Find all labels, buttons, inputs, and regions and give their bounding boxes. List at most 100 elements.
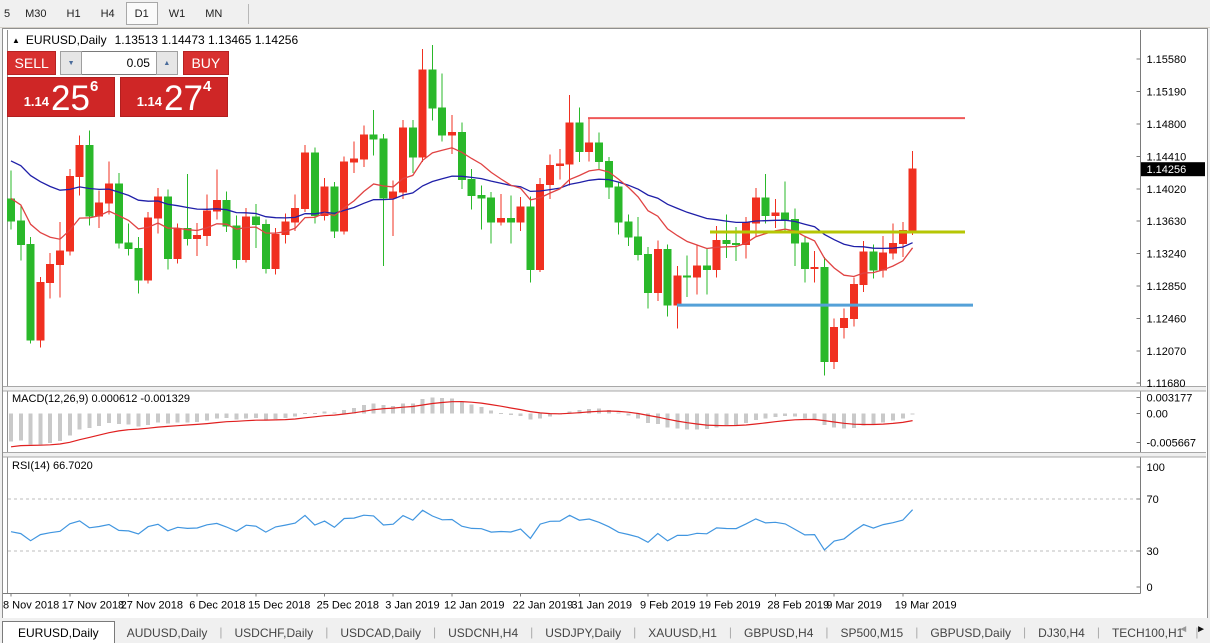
macd-indicator-label: MACD(12,26,9) 0.000612 -0.001329 — [12, 393, 190, 405]
timeframe-button-H4[interactable]: H4 — [100, 7, 115, 20]
sell-price-point: 6 — [89, 78, 99, 95]
buy-price-tile[interactable]: 1.14 27 4 — [120, 77, 228, 117]
svg-text:9 Mar 2019: 9 Mar 2019 — [826, 600, 882, 612]
svg-text:1.14410: 1.14410 — [1147, 151, 1187, 163]
macd-signal — [10, 400, 913, 448]
sell-price-prefix: 1.14 — [23, 94, 50, 109]
panel-splitters — [3, 386, 1206, 458]
svg-text:12 Jan 2019: 12 Jan 2019 — [444, 600, 505, 612]
svg-text:28 Feb 2019: 28 Feb 2019 — [767, 600, 829, 612]
svg-text:17 Nov 2018: 17 Nov 2018 — [62, 600, 124, 612]
svg-text:15 Dec 2018: 15 Dec 2018 — [248, 600, 310, 612]
svg-text:22 Jan 2019: 22 Jan 2019 — [513, 600, 574, 612]
moving-average — [10, 147, 914, 278]
tab-separator: | — [915, 625, 919, 639]
svg-text:8 Nov 2018: 8 Nov 2018 — [3, 600, 59, 612]
rsi-indicator-label: RSI(14) 66.7020 — [12, 460, 93, 472]
timeframe-toolbar: 5 M30 H1 H4 D1 W1 MN — [0, 0, 1210, 28]
timeframe-button-5[interactable]: 5 — [4, 7, 11, 20]
svg-text:1.13240: 1.13240 — [1147, 249, 1187, 261]
svg-text:30: 30 — [1147, 546, 1159, 558]
svg-text:-0.005667: -0.005667 — [1147, 437, 1197, 449]
svg-text:0.003177: 0.003177 — [1147, 392, 1193, 404]
chart-tab-DJ30-H4[interactable]: DJ30,H4 — [1038, 626, 1085, 640]
trade-panel-controls: SELL ▼ ▲ BUY — [7, 51, 230, 75]
tab-separator: | — [825, 625, 829, 639]
macd-signal-line — [10, 400, 913, 448]
tab-separator: | — [530, 625, 534, 639]
chart-tab-bar: EURUSD,Daily AUDUSD,Daily | USDCHF,Daily | US… — [0, 618, 1210, 643]
chart-tab-SP500-M15[interactable]: SP500,M15 — [840, 626, 904, 640]
macd-axis: 0.003177 0.00 -0.005667 — [1136, 392, 1197, 449]
chart-tab-USDCNH-H4[interactable]: USDCNH,H4 — [448, 626, 519, 640]
tab-scroll-arrows: ◄ ► — [1178, 624, 1206, 635]
trade-panel-prices: 1.14 25 6 1.14 27 4 — [7, 77, 229, 117]
svg-text:1.12070: 1.12070 — [1147, 346, 1187, 358]
rsi-series — [10, 509, 914, 551]
tab-separator: | — [433, 625, 437, 639]
volume-decrease-button[interactable]: ▼ — [60, 51, 82, 75]
tab-scroll-right-icon[interactable]: ► — [1196, 624, 1206, 635]
tab-separator: | — [325, 625, 329, 639]
buy-price-prefix: 1.14 — [136, 94, 163, 109]
chart-header: ▲ EURUSD,Daily 1.13513 1.14473 1.13465 1… — [12, 33, 298, 47]
timeframe-button-MN[interactable]: MN — [205, 7, 223, 20]
rsi-line — [10, 509, 914, 551]
timeframe-button-M30[interactable]: M30 — [25, 7, 47, 20]
svg-text:1.15580: 1.15580 — [1147, 54, 1187, 66]
moving-average — [10, 160, 913, 250]
chart-ohlc-values: 1.13513 1.14473 1.13465 1.14256 — [114, 33, 299, 47]
collapse-arrow-icon[interactable]: ▲ — [12, 35, 20, 45]
toolbar-separator — [248, 3, 250, 24]
chart-window — [2, 28, 1208, 619]
chart-tab-USDCAD-Daily[interactable]: USDCAD,Daily — [340, 626, 421, 640]
svg-text:25 Dec 2018: 25 Dec 2018 — [317, 600, 379, 612]
sell-price-tile[interactable]: 1.14 25 6 — [7, 77, 115, 117]
buy-price-point: 4 — [202, 78, 212, 95]
timeframe-button-H1[interactable]: H1 — [66, 7, 81, 20]
tab-separator: | — [1195, 625, 1199, 639]
svg-text:0.00: 0.00 — [1147, 409, 1168, 421]
svg-text:1.12460: 1.12460 — [1147, 313, 1187, 325]
rsi-axis: 100 70 30 0 — [1136, 462, 1165, 594]
svg-text:100: 100 — [1147, 462, 1165, 474]
chart-tab-XAUUSD-H1[interactable]: XAUUSD,H1 — [648, 626, 717, 640]
chart-tab-TECH100-H1[interactable]: TECH100,H1 — [1111, 626, 1184, 640]
svg-text:1.15190: 1.15190 — [1147, 87, 1187, 99]
buy-button[interactable]: BUY — [182, 51, 230, 75]
svg-text:19 Mar 2019: 19 Mar 2019 — [895, 600, 957, 612]
svg-text:6 Dec 2018: 6 Dec 2018 — [189, 600, 245, 612]
timeframe-button-W1[interactable]: W1 — [168, 7, 186, 20]
tab-separator: | — [219, 625, 223, 639]
svg-text:1.12850: 1.12850 — [1147, 281, 1187, 293]
chart-tab-AUDUSD-Daily[interactable]: AUDUSD,Daily — [126, 626, 208, 640]
chart-tab-EURUSD-Daily[interactable]: EURUSD,Daily — [2, 621, 115, 643]
svg-text:27 Nov 2018: 27 Nov 2018 — [121, 600, 183, 612]
buy-price-pips: 27 — [164, 79, 203, 118]
chart-tab-GBPUSD-Daily[interactable]: GBPUSD,Daily — [930, 626, 1012, 640]
svg-text:0: 0 — [1147, 582, 1153, 594]
chart-tab-USDCHF-Daily[interactable]: USDCHF,Daily — [234, 626, 314, 640]
timeframe-button-D1[interactable]: D1 — [125, 2, 158, 25]
volume-increase-button[interactable]: ▲ — [155, 51, 178, 75]
sell-button[interactable]: SELL — [7, 51, 57, 75]
rsi-levels — [8, 498, 1139, 552]
candlestick-series — [7, 45, 917, 376]
sell-price-pips: 25 — [51, 79, 90, 118]
chart-tab-GBPUSD-H4[interactable]: GBPUSD,H4 — [744, 626, 814, 640]
chart-tab-USDJPY-Daily[interactable]: USDJPY,Daily — [545, 626, 622, 640]
current-price-tag: 1.14256 — [1141, 162, 1205, 177]
tab-separator: | — [728, 625, 733, 639]
svg-text:3 Jan 2019: 3 Jan 2019 — [385, 600, 439, 612]
svg-text:31 Jan 2019: 31 Jan 2019 — [571, 600, 632, 612]
volume-input[interactable] — [81, 51, 156, 75]
svg-text:70: 70 — [1147, 494, 1159, 506]
tab-scroll-left-icon[interactable]: ◄ — [1178, 624, 1189, 635]
tab-separator: | — [1096, 625, 1100, 639]
slow-ma-blue — [10, 160, 913, 250]
macd-histogram — [9, 397, 915, 445]
